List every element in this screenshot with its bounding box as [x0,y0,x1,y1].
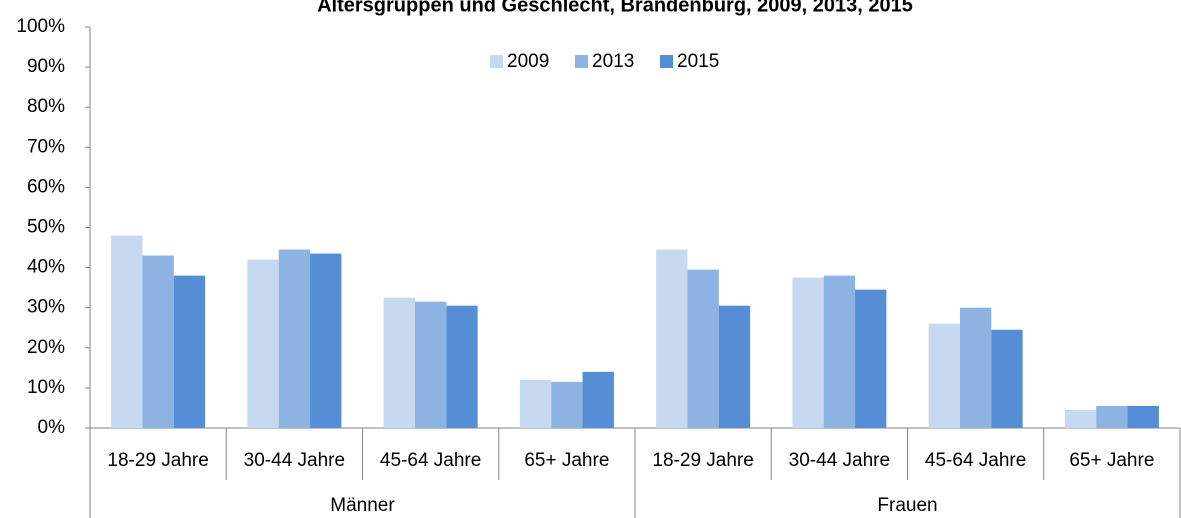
bar [414,301,447,428]
x-tick-label: 30-44 Jahre [244,450,345,471]
group-label: Männer [330,495,395,516]
y-tick-label: 10% [27,377,65,398]
bar [278,249,311,428]
bar [173,275,206,428]
legend-swatch [660,55,673,68]
bar [1064,409,1097,428]
legend-label: 2009 [507,51,549,72]
bar [991,329,1023,428]
x-tick-label: 18-29 Jahre [107,450,208,471]
group-label: Frauen [877,495,937,516]
legend-swatch [490,55,503,68]
x-tick-label: 45-64 Jahre [380,450,481,471]
y-tick-label: 90% [27,56,65,77]
x-tick-label: 65+ Jahre [524,450,609,471]
y-tick-label: 30% [27,297,65,318]
bar [310,253,342,428]
legend-label: 2013 [592,51,634,72]
y-tick-label: 20% [27,337,65,358]
bar [1096,405,1128,428]
bar [928,323,960,428]
y-tick-label: 40% [27,257,65,278]
bar [142,255,174,428]
bar [247,259,279,428]
bar [582,371,614,428]
legend-swatch [575,55,588,68]
legend-label: 2015 [677,51,719,72]
x-tick-label: 18-29 Jahre [652,450,753,471]
bar [855,289,887,428]
x-tick-label: 65+ Jahre [1069,450,1154,471]
bar [1127,405,1159,428]
x-tick-label: 45-64 Jahre [925,450,1026,471]
bar [383,297,415,428]
y-tick-label: 60% [27,176,65,197]
bar [959,307,992,428]
bar [656,249,688,428]
bar [687,269,719,428]
bar [792,277,824,428]
bar [823,275,856,428]
y-tick-label: 80% [27,96,65,117]
y-tick-label: 100% [16,16,65,37]
chart-title: Altersgruppen und Geschlecht, Brandenbur… [317,0,913,16]
y-tick-label: 0% [38,417,66,438]
x-tick-label: 30-44 Jahre [789,450,890,471]
bar [111,235,143,428]
bar [718,305,751,428]
bar [519,379,552,428]
y-tick-label: 50% [27,217,65,238]
bar [446,305,478,428]
y-tick-label: 70% [27,136,65,157]
bar [551,381,583,428]
